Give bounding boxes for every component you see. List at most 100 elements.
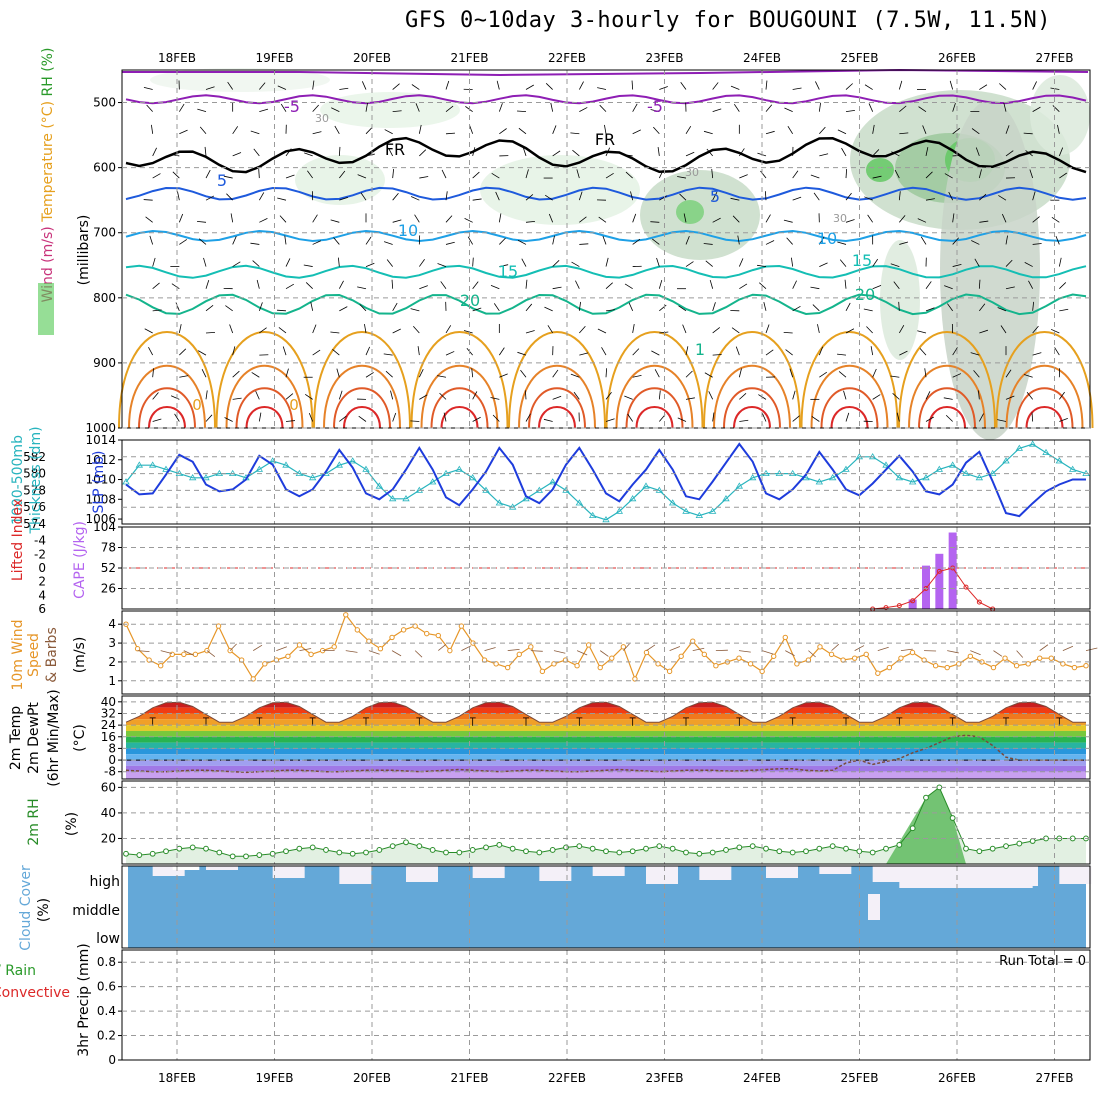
warm-dome [625,387,684,429]
wind-barb [925,171,933,179]
wind10-marker [1071,664,1078,671]
wind-barb [1000,325,1007,334]
warm-dome [723,387,781,429]
wind-barb [199,126,207,135]
warm-dome [333,387,391,429]
wind-barb [579,243,589,245]
thickness-marker [882,461,890,468]
precip-tick-label: 0 [108,1053,116,1067]
pressure-tick-label: 500 [93,96,116,110]
warm-dome [323,364,401,429]
warm-dome [820,387,879,429]
wind-barb [152,309,162,312]
wind-barb [499,264,509,267]
warm-dome [128,364,206,429]
wind-barb [704,372,713,378]
wind-barb [152,282,160,290]
wind-barb [437,375,447,378]
thickness-marker [828,474,837,481]
wind-barb [543,418,553,422]
wind-barb [419,259,425,267]
wind-barb [1054,347,1060,356]
wind-barb [520,369,527,378]
wind10-marker [794,661,800,667]
wind10-barb [553,650,566,654]
minmax-whisker [469,717,476,726]
wind-barb [730,85,740,90]
wind-barb [605,392,612,400]
wind-barb [952,127,961,135]
wind-barb [1029,169,1034,179]
wind-ylabel-1: 10m Wind [10,619,26,690]
wind-barb [703,243,713,245]
warm-dome [995,331,1094,429]
wind-barb [312,104,319,112]
warm-dome [528,387,586,429]
wind-barb [552,150,561,157]
rh-marker [856,848,863,855]
thickness-marker [948,461,957,468]
rh-shade [1030,75,1090,155]
wind-barb [653,126,660,135]
wind-barb [896,412,900,422]
wind-barb [445,215,453,223]
wind-barb [152,418,162,422]
wind-barb [339,306,348,312]
wind-barb [845,302,851,312]
wind-barb [411,84,420,90]
warm-dome [235,387,294,429]
contour-label: FR [385,140,405,159]
rh-marker [549,847,556,853]
thickness-marker [815,478,824,485]
wind-barb [285,283,294,290]
wind10-barb [669,646,681,651]
wind-barb [285,258,291,267]
rh-marker [123,850,129,857]
wind-barb [739,283,748,290]
warm-dome [430,387,489,429]
wind-barb [735,346,740,356]
wind-barb [492,414,500,422]
wind-barb [651,350,660,356]
minmax-whisker [1003,717,1009,726]
li-tick-label: 4 [38,588,46,602]
panel-bg [122,950,1090,1060]
rh-marker [603,848,609,855]
wind-barb [339,87,349,90]
wind-barb [365,262,375,267]
wind-barb [792,196,802,201]
wind-barb [152,257,156,267]
wind-barb [872,284,882,290]
cloud-gap [172,866,200,870]
li-tick-label: 6 [38,602,46,616]
thickness-ylabel-2: Thickness (dm) [28,426,44,534]
wind-barb [818,102,821,112]
thickness-marker [188,474,197,481]
minmax-whisker [896,717,903,726]
wind-barb [1059,418,1068,422]
wind-barb [765,240,775,245]
wind10-marker [424,630,430,637]
rh-marker [509,845,516,852]
date-label-top: 20FEB [353,51,391,65]
thickness-marker [388,495,397,502]
wind-barb [1026,392,1033,400]
wind-barb [838,371,847,378]
wind10-barb [438,644,447,651]
wind10-marker [898,655,904,661]
cloud-gap [868,894,880,920]
wind-barb [998,195,1007,201]
wind-barb [357,174,367,179]
rh-marker [496,841,503,848]
panel-bg [122,440,1090,524]
wind10-barb [785,650,795,657]
wind-barb [143,86,153,90]
wind-barb [443,412,447,422]
contour-label: 5 [217,171,227,190]
wind-barb [1005,369,1012,378]
wind10-marker [944,664,950,671]
wind10-marker [585,642,592,648]
wind-barb [765,80,768,90]
warm-dome [518,364,596,429]
